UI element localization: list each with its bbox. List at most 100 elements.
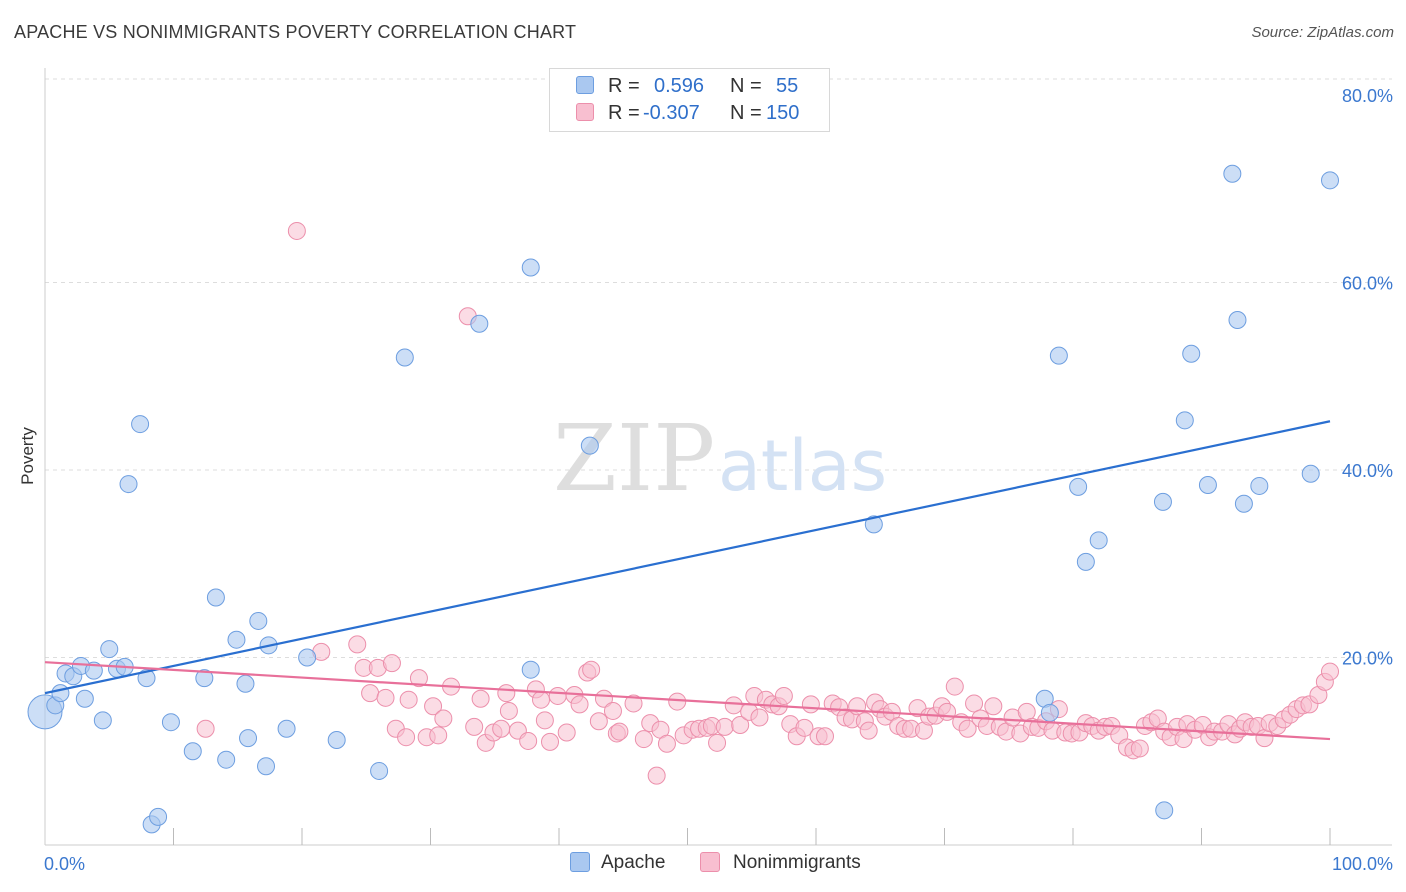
nonimmigrants-point xyxy=(1130,739,1149,758)
apache-swatch xyxy=(576,76,594,94)
y-axis-label: Poverty xyxy=(18,427,37,485)
apache-point xyxy=(298,648,317,667)
nonimmigrants-point xyxy=(795,718,814,737)
n-label: N = xyxy=(730,75,762,97)
nonimmigrants-point xyxy=(519,731,538,750)
apache-point xyxy=(161,713,180,732)
apache-point xyxy=(521,660,540,679)
apache-point xyxy=(1182,344,1201,363)
apache-point xyxy=(93,711,112,730)
nonimmigrants-point xyxy=(668,692,687,711)
apache-point xyxy=(131,415,150,434)
nonimmigrants-point xyxy=(399,690,418,709)
nonimmigrants-point xyxy=(1321,662,1339,681)
source-label: Source: ZipAtlas.com xyxy=(1251,24,1394,41)
y-tick-label: 20.0% xyxy=(1342,649,1393,669)
apache-point xyxy=(327,731,346,749)
nonimmigrants-point xyxy=(603,701,622,720)
nonimmigrants-point xyxy=(471,689,490,708)
nonimmigrants-point xyxy=(287,221,306,240)
nonimmigrants-point xyxy=(801,695,820,714)
nonimmigrants-point xyxy=(708,733,727,752)
apache-point xyxy=(470,314,489,333)
nonimmigrants-point xyxy=(557,723,576,742)
apache-legend-swatch xyxy=(570,852,590,872)
nonimmigrants-point xyxy=(499,701,518,720)
apache-point xyxy=(864,515,883,534)
apache-point xyxy=(75,689,94,708)
apache-point xyxy=(1049,346,1068,365)
nonimmigrants-point xyxy=(1255,729,1274,748)
nonimmigrants-point xyxy=(724,696,743,715)
nonimmigrants-point xyxy=(382,654,401,673)
stats-legend: R = 0.596 N = 55 R = -0.307 N = 150 xyxy=(549,68,830,132)
apache-trend-line xyxy=(44,420,1331,695)
apache-point xyxy=(51,684,70,703)
nonimmigrants-point xyxy=(610,722,629,741)
nonimmigrants-point xyxy=(548,686,567,705)
apache-point xyxy=(580,436,599,455)
nonimmigrants-point xyxy=(859,721,878,740)
apache-point xyxy=(1175,411,1194,430)
nonimmigrants-point xyxy=(465,717,484,736)
r-value: 0.596 xyxy=(654,75,705,97)
nonimmigrants-point xyxy=(409,669,428,688)
nonimmigrants-point xyxy=(397,728,416,747)
legend-row-apache: R = 0.596 N = 55 xyxy=(550,73,829,99)
apache-point xyxy=(217,750,236,769)
grid-lines xyxy=(45,78,1392,658)
watermark-atlas: atlas xyxy=(718,425,887,507)
x-tick-label: 100.0% xyxy=(1332,854,1393,874)
apache-point xyxy=(149,807,168,826)
nonimmigrants-point xyxy=(424,697,443,716)
nonimmigrants-point xyxy=(815,727,834,746)
apache-point xyxy=(370,761,389,780)
apache-point xyxy=(395,348,414,367)
nonimmigrants-point xyxy=(958,719,977,738)
apache-point xyxy=(1153,492,1172,511)
apache-point xyxy=(1076,552,1095,571)
nonimmigrants-trend-line xyxy=(44,661,1331,741)
nonimmigrants-point xyxy=(376,688,395,707)
apache-point xyxy=(1228,311,1247,329)
n-value: 150 xyxy=(766,102,800,124)
nonimmigrants-point xyxy=(361,684,380,703)
apache-point xyxy=(206,588,225,607)
trend-lines xyxy=(44,420,1331,741)
apache-point xyxy=(227,630,246,649)
nonimmigrants-point xyxy=(535,711,554,730)
n-value: 55 xyxy=(776,75,799,97)
nonimmigrants-point xyxy=(492,719,511,738)
nonimmigrants-legend-swatch xyxy=(700,852,720,872)
apache-point xyxy=(1089,531,1108,550)
nonimmigrants-point xyxy=(945,677,964,696)
nonimmigrants-swatch xyxy=(576,103,594,121)
nonimmigrants-point xyxy=(429,726,448,745)
y-tick-label: 40.0% xyxy=(1342,461,1393,481)
r-value: -0.307 xyxy=(643,102,700,124)
nonimmigrants-point xyxy=(196,719,215,738)
watermark: ZIP atlas xyxy=(553,405,887,512)
nonimmigrants-point xyxy=(589,712,608,731)
y-tick-label: 80.0% xyxy=(1342,86,1393,106)
apache-legend-label: Apache xyxy=(601,852,666,873)
nonimmigrants-point xyxy=(582,660,601,679)
nonimmigrants-point xyxy=(434,709,453,728)
r-label: R = xyxy=(608,75,640,97)
nonimmigrants-point xyxy=(532,690,551,709)
nonimmigrants-point xyxy=(750,708,769,727)
nonimmigrants-point xyxy=(657,734,676,753)
chart-title: APACHE VS NONIMMIGRANTS POVERTY CORRELAT… xyxy=(14,22,577,42)
nonimmigrants-point xyxy=(634,730,653,749)
nonimmigrants-point xyxy=(570,695,589,714)
nonimmigrants-point xyxy=(348,635,367,654)
apache-point xyxy=(137,669,156,688)
nonimmigrants-point xyxy=(965,694,984,713)
apache-point xyxy=(1223,164,1242,183)
apache-point xyxy=(183,742,202,761)
nonimmigrants-point xyxy=(624,694,643,713)
apache-point xyxy=(239,729,258,748)
legend-row-nonimmigrants: R = -0.307 N = 150 xyxy=(550,100,829,126)
tick-labels: 20.0% 40.0% 60.0% 80.0% 0.0% 100.0% xyxy=(44,86,1393,874)
